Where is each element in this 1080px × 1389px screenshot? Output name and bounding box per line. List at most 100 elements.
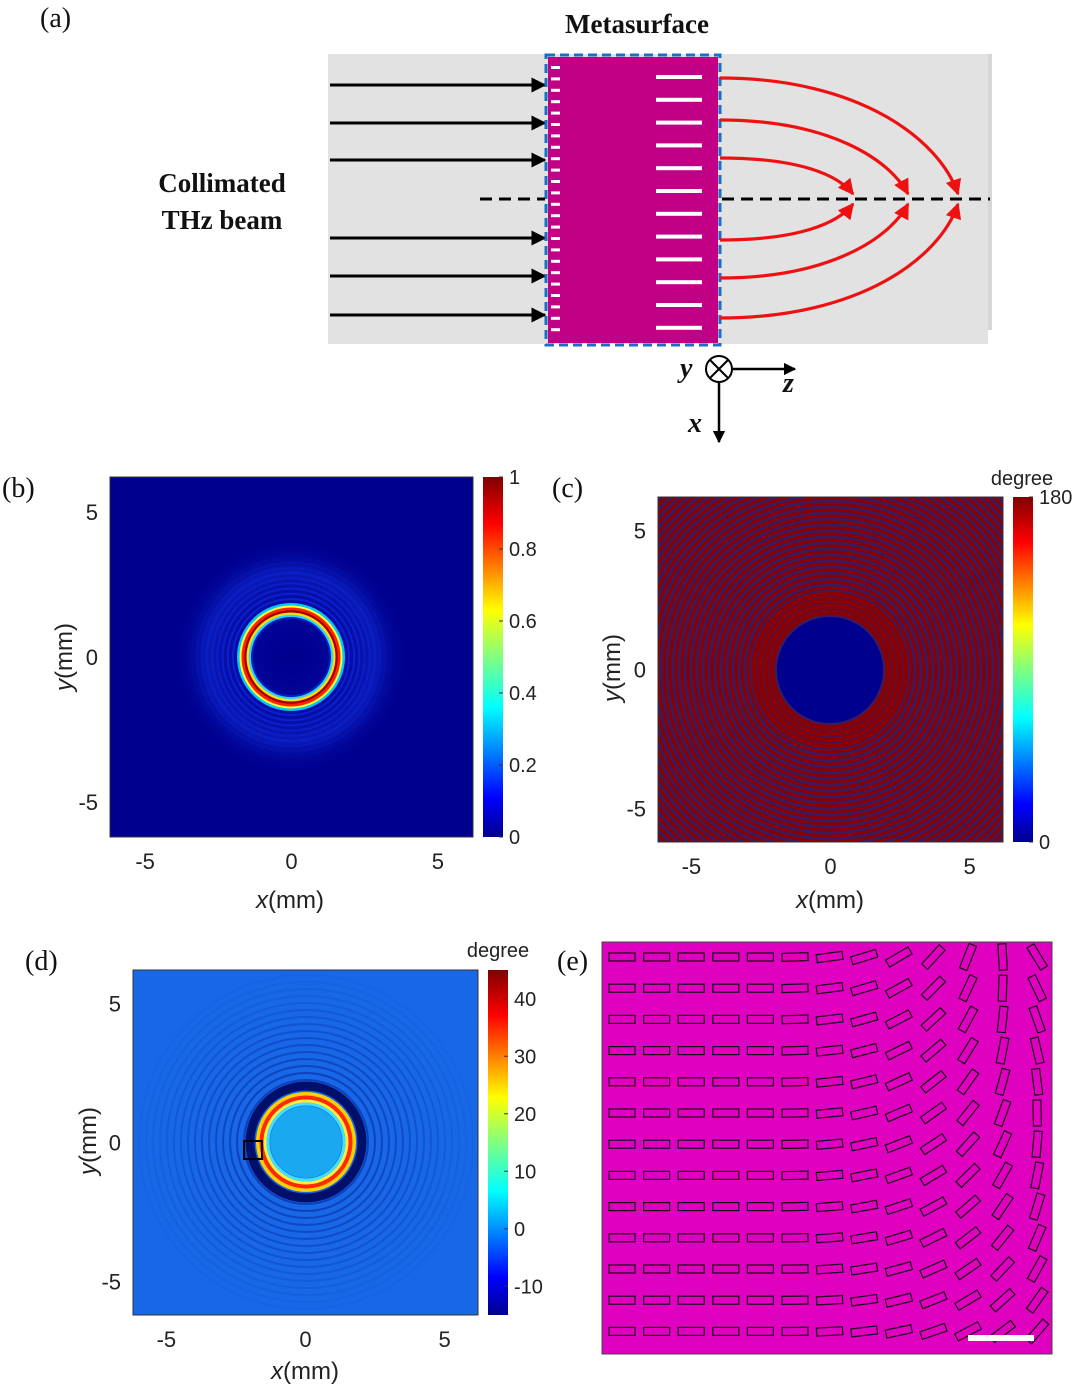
unit-cell	[642, 952, 671, 962]
panel-c: (c) degree -5 0 5 5 0 -5 180 0 x(mm) y(mm)	[552, 468, 1072, 914]
unit-cell	[884, 1134, 914, 1154]
unit-cell	[1026, 1254, 1048, 1284]
panel-c-plot	[658, 497, 1003, 842]
ray-outer-top	[719, 76, 962, 196]
phase-ring	[746, 586, 914, 754]
unit-cell	[608, 983, 636, 993]
panel-d-ticks: -5 0 5 5 0 -5 40 30 20 10 0 -10	[101, 989, 542, 1352]
left-slot	[551, 134, 560, 138]
right-slot	[656, 166, 702, 171]
unit-cell	[850, 1262, 879, 1276]
unit-cell	[608, 1264, 636, 1274]
panel-c-label: (c)	[552, 473, 583, 504]
unit-cell	[746, 983, 775, 993]
ray-inner-bottom	[719, 202, 855, 242]
unit-cell	[642, 1139, 671, 1149]
unit-cell	[815, 1169, 844, 1182]
panel-d-colorbar-tick-label: 10	[514, 1161, 536, 1183]
unit-cell	[953, 1321, 983, 1342]
unit-cell	[815, 1075, 844, 1088]
panel-c-xtick-label: -5	[682, 854, 702, 879]
unit-cell	[955, 1099, 981, 1127]
right-slot	[656, 257, 702, 262]
unit-cell	[746, 1170, 775, 1181]
intensity-main-ring	[244, 610, 338, 704]
panel-b-colorbar	[483, 477, 503, 837]
left-slot	[551, 316, 560, 320]
left-slot	[551, 111, 560, 115]
metasurface-frame	[544, 53, 722, 347]
panel-c-ytick-label: 0	[634, 658, 646, 683]
right-slot	[656, 234, 702, 239]
unit-cell	[997, 974, 1008, 1002]
intensity-side-ring	[216, 582, 366, 732]
phase-side-ring	[215, 1051, 397, 1233]
unit-cell	[815, 1326, 844, 1337]
ray-middle-top	[719, 118, 910, 196]
panel-d-plot	[133, 970, 478, 1315]
unit-cell	[919, 1259, 948, 1279]
phase-ring	[740, 580, 920, 760]
unit-cell	[608, 1201, 636, 1212]
unit-cell	[781, 1045, 809, 1056]
right-slot	[656, 189, 702, 193]
phase-ring	[763, 603, 897, 737]
panel-d-frame	[132, 969, 479, 1316]
left-slot	[551, 328, 560, 332]
unit-cell	[781, 1076, 809, 1087]
phase-side-ring	[173, 1009, 439, 1275]
panel-e-frame	[601, 941, 1053, 1355]
phase-center-disk	[270, 1106, 342, 1178]
beam-label-line2: THz beam	[162, 205, 283, 235]
unit-cell	[712, 1326, 740, 1337]
unit-cell	[677, 1170, 705, 1181]
phase-side-ring	[222, 1058, 390, 1226]
panel-e-unit-cells	[608, 942, 1050, 1345]
panel-b-plot	[110, 477, 473, 837]
panel-c-frame	[657, 496, 1004, 843]
phase-ring	[769, 609, 891, 731]
unit-cell	[642, 1170, 671, 1181]
unit-cell	[608, 1045, 636, 1056]
unit-cell	[958, 942, 978, 972]
unit-cell	[884, 1229, 914, 1247]
phase-side-ring	[236, 1072, 376, 1212]
unit-cell	[781, 1139, 809, 1150]
phase-ring	[728, 568, 932, 772]
unit-cell	[954, 1194, 982, 1219]
unit-cell	[781, 1264, 809, 1274]
panel-b-xtick-label: -5	[135, 849, 155, 874]
unit-cell	[815, 1044, 844, 1057]
unit-cell	[954, 1225, 982, 1250]
left-slot	[551, 237, 560, 240]
panel-a: (a) Metasurface Collimated THz beam	[40, 3, 992, 444]
unit-cell	[815, 1294, 844, 1306]
panel-b-ylabel: y(mm)	[51, 623, 78, 693]
unit-cell	[608, 1139, 636, 1149]
unit-cell	[995, 1036, 1010, 1065]
unit-cell	[996, 1005, 1009, 1034]
phase-ring	[658, 497, 1003, 842]
phase-ring	[710, 550, 950, 790]
phase-ring	[674, 514, 986, 826]
unit-cell	[712, 1108, 740, 1118]
unit-cell	[919, 1101, 948, 1125]
unit-cell	[712, 1170, 740, 1181]
unit-cell	[919, 1196, 948, 1218]
intensity-main-ring	[251, 617, 331, 697]
unit-cell	[849, 1042, 879, 1059]
unit-cell	[608, 1108, 636, 1118]
unit-cell	[781, 1232, 809, 1243]
unit-cell	[884, 1040, 914, 1061]
intensity-side-ring	[211, 577, 371, 737]
unit-cell	[956, 1068, 980, 1096]
intensity-side-ring	[232, 598, 350, 716]
panel-d-label: (d)	[25, 946, 58, 977]
unit-cell	[1028, 1192, 1046, 1221]
unit-cell	[955, 1131, 981, 1158]
left-slot	[551, 145, 560, 149]
unit-cell	[991, 1161, 1014, 1190]
unit-cell	[781, 983, 809, 994]
ray-outer-bottom	[719, 202, 962, 320]
unit-cell	[642, 1077, 671, 1087]
